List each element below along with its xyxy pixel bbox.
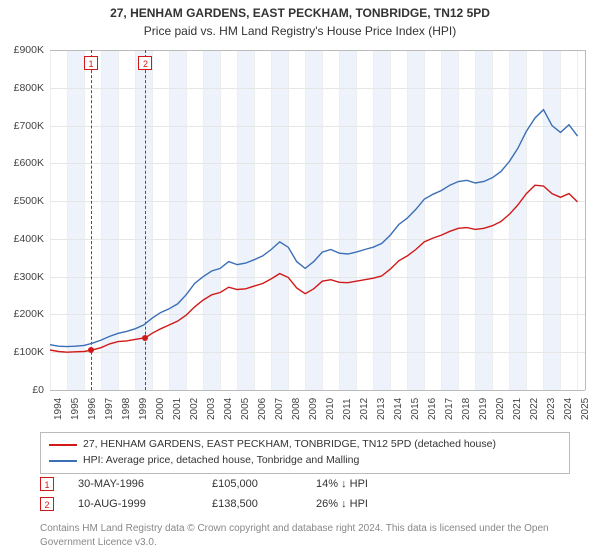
transaction-date: 10-AUG-1999: [78, 498, 188, 510]
x-tick-label: 2025: [580, 398, 591, 420]
x-tick-label: 2011: [342, 398, 353, 420]
legend-swatch: [49, 444, 77, 446]
x-tick-label: 2021: [512, 398, 523, 420]
x-tick-label: 2008: [291, 398, 302, 420]
transaction-delta: 14% ↓ HPI: [316, 478, 406, 490]
x-tick-label: 2019: [478, 398, 489, 420]
x-tick-label: 2001: [172, 398, 183, 420]
x-tick-label: 2009: [308, 398, 319, 420]
x-axis-labels: 1994 1995 1996 1997 1998 1999 2000 2001 2002 2003…: [50, 392, 586, 432]
x-tick-label: 1995: [70, 398, 81, 420]
chart-subtitle: Price paid vs. HM Land Registry's House …: [0, 22, 600, 42]
y-tick-label: £500K: [0, 195, 44, 207]
transaction-price: £105,000: [212, 478, 292, 490]
legend-item: 27, HENHAM GARDENS, EAST PECKHAM, TONBRI…: [49, 437, 561, 453]
transaction-price: £138,500: [212, 498, 292, 510]
legend-box: 27, HENHAM GARDENS, EAST PECKHAM, TONBRI…: [40, 432, 570, 474]
x-tick-label: 1994: [53, 398, 64, 420]
x-tick-label: 2004: [223, 398, 234, 420]
x-tick-label: 2014: [393, 398, 404, 420]
plot-area: 12: [50, 50, 586, 390]
chart-title: 27, HENHAM GARDENS, EAST PECKHAM, TONBRI…: [0, 0, 600, 22]
x-tick-label: 2020: [495, 398, 506, 420]
transaction-list: 1 30-MAY-1996 £105,000 14% ↓ HPI 2 10-AUG-199…: [40, 474, 570, 514]
gridline-horizontal: [50, 390, 585, 391]
series-line-hpi: [50, 110, 578, 347]
line-series-svg: [50, 50, 586, 390]
legend-label: HPI: Average price, detached house, Tonb…: [83, 453, 359, 469]
transaction-delta: 26% ↓ HPI: [316, 498, 406, 510]
transaction-date: 30-MAY-1996: [78, 478, 188, 490]
transaction-badge: 2: [40, 497, 54, 511]
y-tick-label: £700K: [0, 120, 44, 132]
legend-label: 27, HENHAM GARDENS, EAST PECKHAM, TONBRI…: [83, 437, 496, 453]
x-tick-label: 2022: [529, 398, 540, 420]
y-tick-label: £200K: [0, 308, 44, 320]
x-tick-label: 2012: [359, 398, 370, 420]
x-tick-label: 2006: [257, 398, 268, 420]
legend-item: HPI: Average price, detached house, Tonb…: [49, 453, 561, 469]
x-tick-label: 2005: [240, 398, 251, 420]
y-tick-label: £0: [0, 384, 44, 396]
x-tick-label: 2015: [410, 398, 421, 420]
x-tick-label: 2010: [325, 398, 336, 420]
x-tick-label: 1996: [87, 398, 98, 420]
transaction-row: 1 30-MAY-1996 £105,000 14% ↓ HPI: [40, 474, 570, 494]
y-tick-label: £400K: [0, 233, 44, 245]
x-tick-label: 1998: [121, 398, 132, 420]
x-tick-label: 1999: [138, 398, 149, 420]
transaction-badge: 1: [40, 477, 54, 491]
x-tick-label: 2024: [563, 398, 574, 420]
x-tick-label: 2016: [427, 398, 438, 420]
series-line-property: [50, 185, 578, 352]
y-tick-label: £900K: [0, 44, 44, 56]
chart-container: 27, HENHAM GARDENS, EAST PECKHAM, TONBRI…: [0, 0, 600, 560]
x-tick-label: 2023: [546, 398, 557, 420]
y-tick-label: £800K: [0, 82, 44, 94]
legend-swatch: [49, 460, 77, 462]
y-tick-label: £300K: [0, 271, 44, 283]
y-tick-label: £100K: [0, 346, 44, 358]
x-tick-label: 2007: [274, 398, 285, 420]
x-tick-label: 1997: [104, 398, 115, 420]
transaction-row: 2 10-AUG-1999 £138,500 26% ↓ HPI: [40, 494, 570, 514]
attribution-text: Contains HM Land Registry data © Crown c…: [40, 522, 570, 549]
x-tick-label: 2013: [376, 398, 387, 420]
y-tick-label: £600K: [0, 157, 44, 169]
x-tick-label: 2018: [461, 398, 472, 420]
x-tick-label: 2017: [444, 398, 455, 420]
x-tick-label: 2000: [155, 398, 166, 420]
x-tick-label: 2003: [206, 398, 217, 420]
x-tick-label: 2002: [189, 398, 200, 420]
